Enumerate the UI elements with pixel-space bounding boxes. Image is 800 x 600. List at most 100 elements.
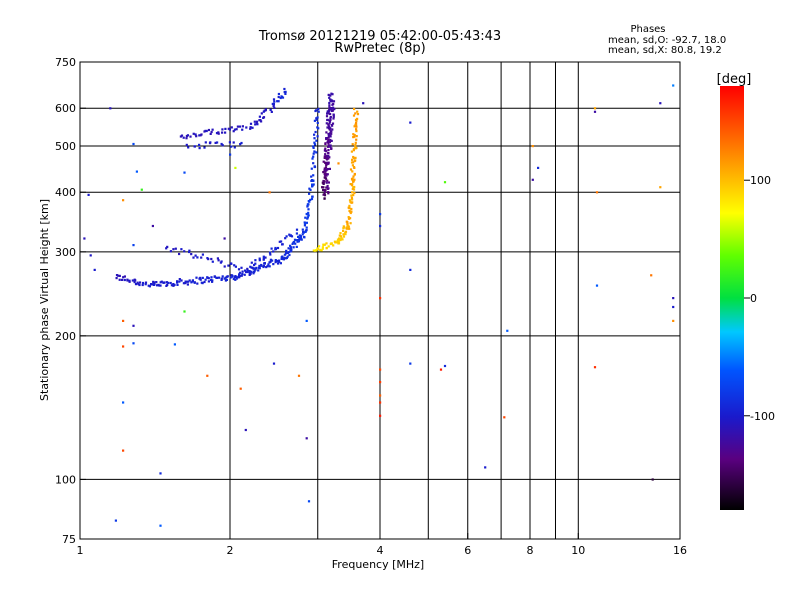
echo-point	[310, 175, 313, 178]
echo-point	[320, 249, 323, 252]
echo-point	[324, 166, 328, 169]
echo-point	[253, 120, 256, 123]
echo-point	[211, 260, 214, 263]
echo-point	[332, 115, 335, 118]
echo-point	[249, 272, 252, 275]
echo-point	[201, 253, 204, 256]
echo-point	[342, 233, 345, 236]
echo-point	[323, 194, 327, 197]
echo-point	[326, 173, 329, 176]
echo-point	[151, 224, 154, 228]
echo-point	[672, 319, 675, 322]
echo-point	[188, 279, 191, 282]
echo-point	[297, 235, 300, 238]
echo-point	[128, 279, 131, 282]
echo-point	[330, 147, 333, 150]
echo-point	[355, 125, 358, 128]
echo-point	[330, 139, 333, 142]
echo-point	[329, 112, 332, 116]
echo-point	[166, 283, 169, 286]
echo-point	[268, 265, 271, 268]
echo-point	[353, 135, 356, 138]
title-block: Tromsø 20121219 05:42:00-05:43:43 RwPret…	[258, 29, 501, 56]
echo-point	[323, 197, 326, 200]
echo-point	[239, 274, 242, 277]
echo-point	[531, 145, 534, 148]
echo-point	[327, 93, 330, 96]
echo-point	[330, 132, 333, 135]
echo-point	[409, 121, 412, 124]
echo-point	[327, 138, 330, 142]
echo-point	[308, 192, 311, 195]
echo-point	[593, 107, 597, 110]
echo-point	[288, 251, 291, 254]
echo-point	[218, 276, 221, 279]
echo-point	[183, 171, 186, 174]
echo-point	[134, 283, 138, 286]
y-tick-label: 750	[55, 56, 76, 69]
echo-point	[255, 120, 259, 123]
echo-point	[310, 179, 313, 182]
echo-point	[214, 141, 217, 144]
echo-point	[180, 134, 184, 137]
echo-point	[178, 252, 181, 256]
echo-point	[198, 147, 201, 150]
echo-point	[326, 168, 329, 171]
echo-point	[274, 259, 277, 262]
echo-point	[351, 164, 354, 167]
echo-point	[313, 141, 316, 144]
echo-point	[325, 131, 328, 134]
echo-point	[217, 131, 220, 134]
echo-point	[293, 238, 297, 241]
echo-point	[327, 152, 330, 155]
echo-point	[254, 123, 257, 126]
echo-point	[193, 145, 196, 148]
echo-point	[327, 161, 330, 164]
colorbar-tick-label: 0	[750, 292, 757, 305]
echo-point	[327, 136, 330, 139]
echo-point	[265, 266, 268, 269]
echo-point	[325, 115, 329, 118]
echo-point	[280, 257, 283, 260]
echo-point	[201, 282, 204, 285]
echo-point	[249, 122, 253, 125]
echo-point	[244, 428, 247, 432]
echo-point	[331, 100, 334, 103]
echo-point	[132, 324, 135, 327]
echo-point	[283, 253, 286, 256]
echo-point	[233, 264, 236, 267]
echo-point	[234, 166, 237, 169]
echo-point	[190, 253, 193, 256]
echo-point	[327, 123, 330, 126]
echo-point	[305, 221, 308, 224]
echo-point	[169, 250, 172, 253]
echo-point	[241, 270, 244, 273]
echo-point	[355, 135, 358, 138]
echo-point	[312, 179, 315, 182]
echo-point	[351, 158, 354, 161]
echo-point	[650, 274, 653, 277]
echo-point	[221, 144, 224, 147]
echo-point	[310, 197, 314, 201]
echo-point	[89, 254, 92, 257]
echo-point	[332, 106, 335, 109]
echo-point	[324, 161, 327, 165]
echo-point	[349, 200, 352, 204]
echo-point	[122, 401, 125, 404]
echo-point	[313, 119, 316, 122]
echo-point	[332, 244, 335, 247]
echo-point	[379, 224, 382, 228]
echo-point	[253, 263, 256, 267]
echo-point	[226, 275, 229, 278]
echo-point	[307, 208, 310, 211]
echo-point	[350, 207, 353, 211]
echo-point	[232, 277, 235, 281]
echo-point	[213, 275, 216, 278]
echo-point	[305, 212, 308, 216]
echo-point	[329, 144, 332, 147]
echo-point	[321, 186, 324, 189]
echo-point	[238, 276, 241, 279]
echo-point	[326, 179, 329, 182]
echo-point	[309, 198, 312, 201]
echo-point	[192, 132, 195, 135]
